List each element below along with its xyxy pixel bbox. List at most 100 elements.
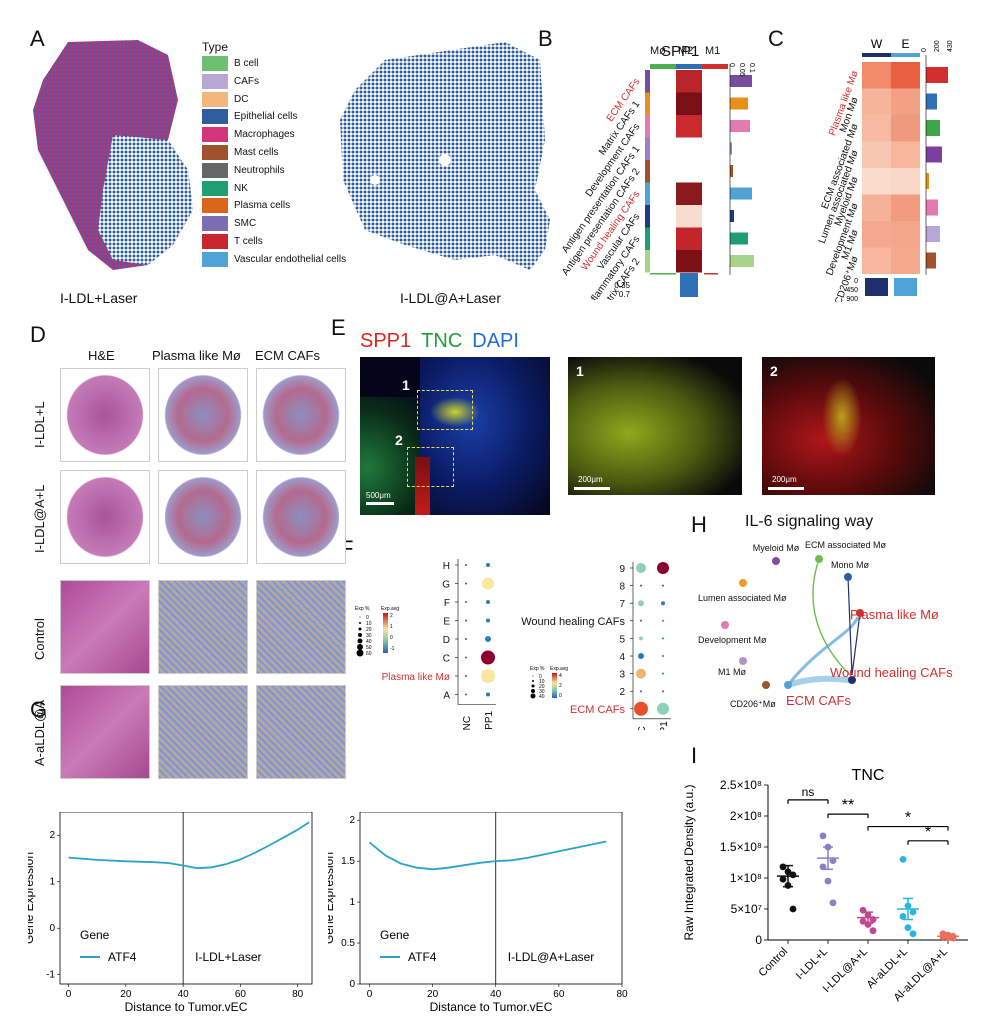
f-xcat: SPP1 bbox=[659, 721, 670, 730]
b-heat-cell bbox=[650, 227, 676, 250]
c-heat-cell bbox=[862, 115, 891, 142]
i-point bbox=[789, 905, 797, 913]
f-legend-size-label: 0 bbox=[539, 674, 542, 680]
g-ytick-label: -1 bbox=[46, 970, 55, 981]
h-node-label: CD206⁺Mø bbox=[730, 699, 776, 709]
map2-label: I-LDL@A+Laser bbox=[400, 290, 501, 306]
b-bar bbox=[730, 75, 752, 87]
g-xtick-label: 40 bbox=[178, 989, 190, 1000]
b-heat-cell bbox=[702, 182, 728, 205]
c-side-bar bbox=[865, 278, 888, 296]
f-dot bbox=[636, 563, 646, 573]
f-legend-size-dot bbox=[359, 616, 361, 618]
f-legend-color-label: 0 bbox=[390, 635, 393, 641]
e-main-image: 1 2 500μm bbox=[360, 357, 550, 515]
f-dot bbox=[465, 619, 467, 622]
b-row-colorbar bbox=[645, 227, 650, 250]
e-stain-legend: SPP1 TNC DAPI bbox=[360, 330, 529, 353]
i-ytick-label: 1×10⁸ bbox=[730, 871, 762, 885]
spatial-map-1 bbox=[33, 40, 193, 270]
g-series-line bbox=[368, 840, 607, 871]
legend-item: Epithelial cells bbox=[202, 109, 297, 125]
c-bar bbox=[926, 199, 938, 216]
c-heat-cell bbox=[862, 62, 891, 89]
f-dot bbox=[465, 693, 467, 696]
f-legend-size-label: 60 bbox=[366, 651, 372, 657]
g-xlabel: Distance to Tumor.vEC bbox=[125, 1000, 248, 1014]
f-legend-title: Exp.avg bbox=[381, 606, 399, 612]
f-dot bbox=[662, 637, 664, 640]
g-xtick-label: 20 bbox=[427, 989, 439, 1000]
legend-swatch bbox=[202, 73, 228, 89]
legend-label: DC bbox=[234, 93, 249, 105]
c-col-header: E bbox=[901, 37, 909, 51]
h-node bbox=[784, 681, 792, 689]
b-heat-cell bbox=[650, 137, 676, 160]
f-legend-size-dot bbox=[531, 689, 535, 693]
legend-item: Mast cells bbox=[202, 145, 278, 161]
b-heat-cell bbox=[650, 182, 676, 205]
f-row-label: 4 bbox=[619, 652, 625, 663]
f-row-label: 9 bbox=[619, 564, 625, 575]
h-edge bbox=[812, 558, 851, 676]
i-point bbox=[829, 899, 837, 907]
b-bar-tick: 0.1 bbox=[748, 63, 755, 73]
legend-title: Type bbox=[202, 40, 229, 54]
f-row-label: Wound healing CAFs bbox=[521, 616, 625, 628]
legend-label: B cell bbox=[234, 58, 259, 69]
legend-label: Epithelial cells bbox=[234, 111, 298, 123]
g-legend-title: Gene bbox=[380, 928, 410, 942]
d-image-tile bbox=[256, 368, 346, 462]
b-heat-cell bbox=[650, 250, 676, 273]
f-legend-color-label: 2 bbox=[559, 683, 562, 689]
f-legend-size-dot bbox=[359, 622, 361, 624]
b-col-header: M1 bbox=[705, 45, 721, 57]
f-dot bbox=[465, 675, 467, 677]
c-col-bar bbox=[862, 53, 891, 57]
f-legend-size-dot bbox=[358, 627, 362, 631]
f-legend-title: Exp.avg bbox=[550, 666, 568, 672]
i-point bbox=[899, 856, 907, 863]
b-side-tick: 0.7 bbox=[619, 290, 631, 299]
d-row-labels: I-LDL+L I-LDL@A+L Control A-aLDL@A bbox=[32, 368, 56, 766]
b-col-bar bbox=[676, 64, 702, 69]
i-ytick-label: 5×10⁷ bbox=[731, 902, 762, 916]
i-point bbox=[869, 927, 877, 935]
g-xtick-label: 0 bbox=[66, 989, 72, 1000]
f-row-label: E bbox=[443, 617, 450, 628]
g-ytick-label: 0.5 bbox=[341, 938, 355, 949]
f-dot bbox=[662, 672, 664, 675]
map1-label: I-LDL+Laser bbox=[60, 290, 138, 306]
c-side-tick: 900 bbox=[846, 296, 858, 302]
b-col-bar bbox=[702, 64, 728, 69]
g-xtick-label: 60 bbox=[553, 989, 565, 1000]
b-bar bbox=[730, 187, 752, 200]
c-heat-cell bbox=[862, 88, 891, 115]
f-legend-title: Exp % bbox=[530, 666, 545, 672]
i-point bbox=[909, 908, 917, 916]
i-point bbox=[904, 924, 912, 931]
c-heat-cell bbox=[862, 221, 891, 248]
g-xtick-label: 40 bbox=[490, 989, 502, 1000]
e-scale-1: 200μm bbox=[578, 475, 603, 484]
b-heat-cell bbox=[676, 92, 702, 115]
g-line-chart-1: 0 20 40 60 80 -1 0 1 2 Distance to Tumor.vEC Gene … bbox=[28, 812, 313, 1014]
panel-label-e: E bbox=[331, 315, 346, 340]
h-edge bbox=[851, 612, 861, 676]
f-xcat: TNC bbox=[462, 716, 473, 730]
b-row-colorbar bbox=[645, 205, 650, 228]
f-dot bbox=[465, 564, 467, 566]
d-col-headers: H&E Plasma like Mø ECM CAFs bbox=[60, 348, 350, 366]
d-row-label: I-LDL+L bbox=[32, 401, 47, 448]
d-col-header: Plasma like Mø bbox=[152, 348, 241, 363]
i-ytick-label: 0 bbox=[755, 933, 762, 947]
b-heat-cell bbox=[676, 182, 702, 205]
d-image-tile bbox=[60, 368, 150, 462]
legend-item: Neutrophils bbox=[202, 162, 285, 179]
d-image-tile bbox=[256, 685, 346, 779]
f-legend-size-label: 20 bbox=[539, 684, 545, 690]
c-heat-cell bbox=[891, 141, 920, 168]
panel-label-b: B bbox=[538, 26, 553, 51]
f-legend-size-label: 0 bbox=[366, 615, 369, 621]
legend-label: CAFs bbox=[234, 75, 259, 87]
